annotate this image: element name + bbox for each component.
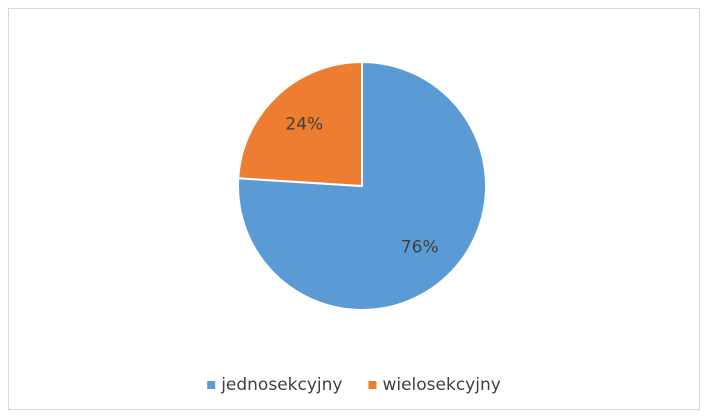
- legend: jednosekcyjny wielosekcyjny: [207, 375, 501, 395]
- legend-marker: [207, 381, 216, 389]
- pie-slice: [237, 60, 363, 188]
- pie: 76% 24%: [237, 60, 487, 311]
- data-label: 24%: [285, 115, 323, 135]
- legend-marker: [368, 381, 377, 389]
- data-label: 76%: [401, 237, 439, 257]
- legend-label: jednosekcyjny: [220, 375, 342, 395]
- legend-label: wielosekcyjny: [382, 375, 500, 395]
